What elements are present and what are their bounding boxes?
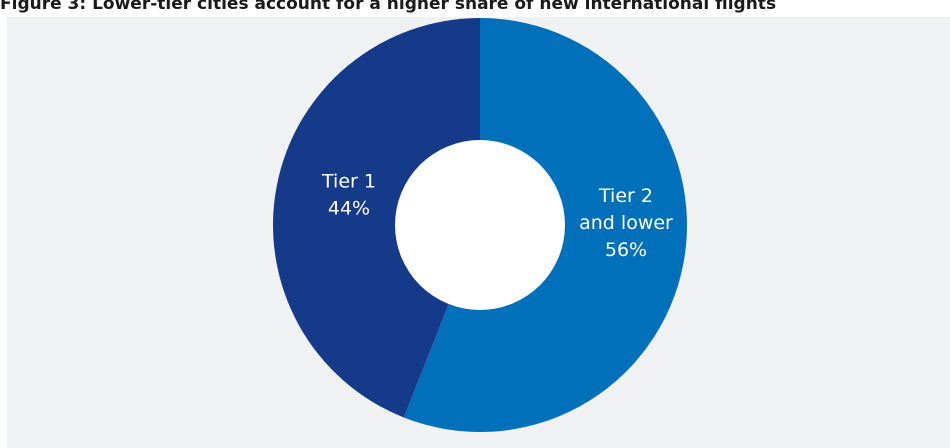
slice-name-label: and lower [579, 212, 673, 234]
slice-label-tier-2-and-lower: Tier 2 and lower 56% [579, 185, 673, 261]
slice-value-label: 56% [605, 239, 647, 261]
slice-label-tier-1: Tier 1 44% [321, 170, 376, 219]
slice-value-label: 44% [328, 197, 370, 219]
slice-name-label: Tier 2 [598, 185, 653, 207]
donut-hole [395, 140, 565, 310]
figure-title: Figure 3: Lower-tier cities account for … [0, 0, 777, 14]
slice-tier-1 [273, 18, 480, 418]
slice-name-label: Tier 1 [321, 170, 376, 192]
